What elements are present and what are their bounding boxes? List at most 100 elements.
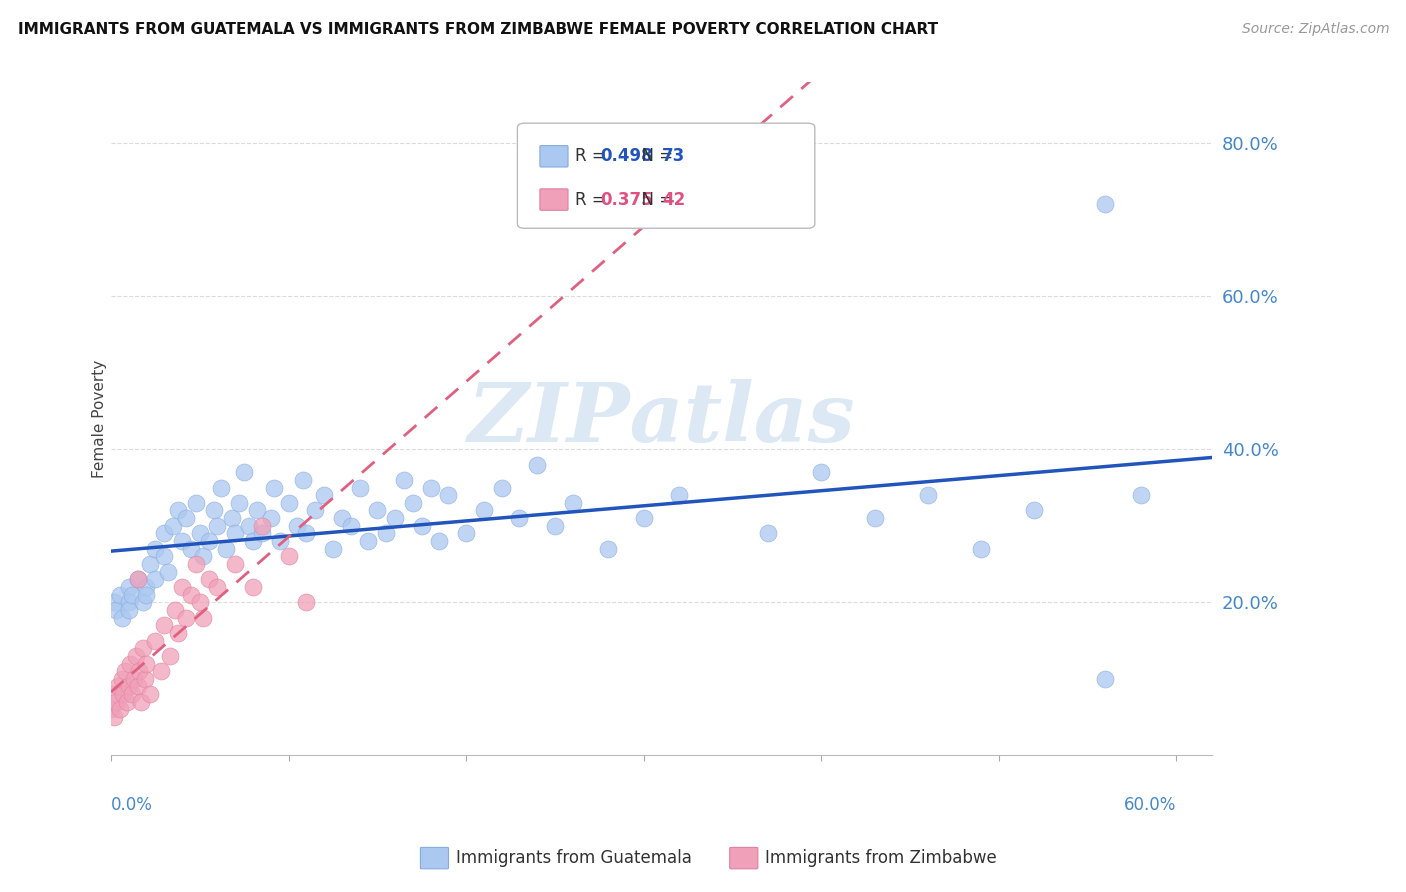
Text: N =: N =	[631, 147, 679, 165]
Point	[312, 488, 335, 502]
Point	[263, 481, 285, 495]
Point	[917, 488, 939, 502]
Point	[127, 572, 149, 586]
Point	[132, 641, 155, 656]
Point	[250, 526, 273, 541]
Point	[103, 595, 125, 609]
Point	[170, 580, 193, 594]
Point	[170, 534, 193, 549]
Point	[411, 518, 433, 533]
Point	[115, 695, 138, 709]
Point	[491, 481, 513, 495]
Point	[1129, 488, 1152, 502]
Point	[349, 481, 371, 495]
Point	[174, 610, 197, 624]
Point	[260, 511, 283, 525]
Point	[174, 511, 197, 525]
Point	[149, 664, 172, 678]
Point	[197, 534, 219, 549]
Point	[357, 534, 380, 549]
Point	[134, 672, 156, 686]
Point	[330, 511, 353, 525]
Point	[375, 526, 398, 541]
Point	[143, 633, 166, 648]
Point	[668, 488, 690, 502]
Point	[108, 702, 131, 716]
Point	[472, 503, 495, 517]
Point	[526, 458, 548, 472]
Text: 0.375: 0.375	[600, 191, 652, 209]
Point	[384, 511, 406, 525]
Point	[810, 465, 832, 479]
Point	[127, 680, 149, 694]
Point	[228, 496, 250, 510]
Point	[242, 534, 264, 549]
Point	[180, 541, 202, 556]
Text: IMMIGRANTS FROM GUATEMALA VS IMMIGRANTS FROM ZIMBABWE FEMALE POVERTY CORRELATION: IMMIGRANTS FROM GUATEMALA VS IMMIGRANTS …	[18, 22, 938, 37]
Point	[114, 664, 136, 678]
Point	[167, 503, 190, 517]
Point	[100, 702, 122, 716]
Point	[167, 626, 190, 640]
Point	[186, 496, 208, 510]
Point	[245, 503, 267, 517]
Point	[295, 526, 318, 541]
Point	[561, 496, 583, 510]
Point	[193, 549, 215, 564]
Point	[153, 618, 176, 632]
Y-axis label: Female Poverty: Female Poverty	[93, 359, 107, 478]
Text: 73: 73	[662, 147, 686, 165]
Text: 0.0%: 0.0%	[111, 796, 153, 814]
Point	[193, 610, 215, 624]
Point	[122, 672, 145, 686]
Point	[287, 518, 309, 533]
Point	[112, 687, 135, 701]
Text: 42: 42	[662, 191, 686, 209]
Point	[163, 603, 186, 617]
Point	[105, 695, 128, 709]
Point	[118, 595, 141, 609]
Point	[127, 572, 149, 586]
Point	[1094, 197, 1116, 211]
Point	[304, 503, 326, 517]
Point	[186, 557, 208, 571]
Point	[224, 526, 246, 541]
Point	[135, 580, 157, 594]
Point	[202, 503, 225, 517]
Point	[188, 526, 211, 541]
Point	[295, 595, 318, 609]
Point	[135, 588, 157, 602]
Text: 0.498: 0.498	[600, 147, 652, 165]
Point	[221, 511, 243, 525]
Point	[1094, 672, 1116, 686]
Text: R =: R =	[575, 147, 612, 165]
Point	[392, 473, 415, 487]
Text: 60.0%: 60.0%	[1123, 796, 1177, 814]
Point	[101, 687, 124, 701]
Point	[970, 541, 993, 556]
Point	[108, 588, 131, 602]
Point	[121, 687, 143, 701]
Point	[429, 534, 451, 549]
Point	[437, 488, 460, 502]
Point	[162, 518, 184, 533]
Point	[107, 680, 129, 694]
Point	[139, 687, 162, 701]
Point	[110, 672, 132, 686]
Point	[118, 603, 141, 617]
Point	[180, 588, 202, 602]
Point	[129, 695, 152, 709]
Point	[1024, 503, 1046, 517]
Point	[508, 511, 530, 525]
Point	[269, 534, 291, 549]
Point	[197, 572, 219, 586]
Point	[456, 526, 478, 541]
Point	[250, 518, 273, 533]
Point	[143, 541, 166, 556]
Point	[209, 481, 232, 495]
Point	[633, 511, 655, 525]
Text: Immigrants from Zimbabwe: Immigrants from Zimbabwe	[765, 849, 997, 867]
Point	[135, 657, 157, 671]
Point	[118, 680, 141, 694]
Point	[128, 664, 150, 678]
